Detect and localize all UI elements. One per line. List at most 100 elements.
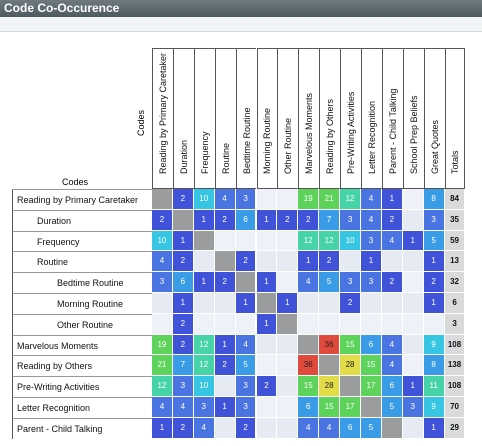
count-cell: 4 (152, 397, 173, 418)
empty-cell (277, 376, 299, 397)
column-header: Letter Recognition (361, 48, 382, 189)
total-cell: 29 (444, 417, 466, 439)
row-label: Morning Routine (12, 293, 152, 314)
count-cell: 12 (340, 189, 361, 210)
count-cell: 1 (277, 293, 299, 314)
count-cell: 12 (193, 355, 215, 377)
empty-cell (256, 251, 278, 273)
empty-cell (402, 209, 424, 231)
count-cell: 2 (235, 417, 257, 439)
empty-cell (361, 313, 382, 335)
count-cell: 4 (381, 334, 403, 356)
count-cell: 12 (152, 376, 173, 397)
total-cell: 84 (444, 189, 466, 210)
column-header-text: School Prep Beliefs (408, 95, 419, 174)
empty-cell (298, 334, 320, 356)
count-cell: 12 (298, 230, 320, 252)
empty-cell (340, 313, 361, 335)
empty-cell (256, 293, 278, 314)
empty-cell (193, 313, 215, 335)
total-cell: 6 (444, 293, 466, 314)
column-header-text: Great Quotes (429, 119, 440, 174)
row-label: Marvelous Moments (12, 334, 152, 356)
empty-cell (277, 251, 299, 273)
empty-cell (256, 189, 278, 210)
count-cell: 10 (152, 230, 173, 252)
count-cell: 2 (319, 251, 341, 273)
count-cell: 4 (361, 209, 382, 231)
empty-cell (340, 376, 361, 397)
count-cell: 4 (361, 189, 382, 210)
count-cell: 4 (193, 417, 215, 439)
count-cell: 4 (298, 417, 320, 439)
count-cell: 4 (152, 251, 173, 273)
empty-cell (152, 313, 173, 335)
empty-cell (235, 272, 257, 293)
column-header-text: Totals (450, 150, 461, 174)
empty-cell (277, 334, 299, 356)
count-cell: 4 (319, 417, 341, 439)
total-cell: 138 (444, 355, 466, 377)
count-cell: 12 (319, 230, 341, 252)
column-header: Totals (444, 48, 466, 189)
row-label: Reading by Primary Caretaker (12, 189, 152, 210)
count-cell: 6 (340, 417, 361, 439)
empty-cell (152, 189, 173, 210)
count-cell: 3 (172, 376, 194, 397)
empty-cell (361, 293, 382, 314)
count-cell: 36 (319, 334, 341, 356)
row-label: Duration (12, 209, 152, 231)
column-header: Great Quotes (423, 48, 445, 189)
column-header-text: Marvelous Moments (304, 92, 315, 174)
empty-cell (361, 397, 382, 418)
empty-cell (277, 230, 299, 252)
count-cell: 5 (361, 417, 382, 439)
empty-cell (381, 293, 403, 314)
count-cell: 15 (319, 397, 341, 418)
count-cell: 2 (235, 251, 257, 273)
count-cell: 17 (361, 376, 382, 397)
count-cell: 9 (423, 397, 445, 418)
count-cell: 19 (152, 334, 173, 356)
row-label: Other Routine (12, 313, 152, 335)
count-cell: 2 (277, 209, 299, 231)
count-cell: 17 (340, 397, 361, 418)
count-cell: 2 (172, 334, 194, 356)
row-label: Letter Recognition (12, 397, 152, 418)
empty-cell (319, 313, 341, 335)
column-header-text: Letter Recognition (366, 100, 377, 174)
empty-cell (381, 313, 403, 335)
count-cell: 28 (319, 376, 341, 397)
count-cell: 3 (361, 272, 382, 293)
total-cell: 70 (444, 397, 466, 418)
count-cell: 5 (235, 355, 257, 377)
empty-cell (214, 230, 236, 252)
empty-cell (193, 251, 215, 273)
empty-cell (402, 313, 424, 335)
empty-cell (381, 417, 403, 439)
count-cell: 2 (423, 272, 445, 293)
empty-cell (256, 334, 278, 356)
total-cell: 3 (444, 313, 466, 335)
empty-cell (256, 355, 278, 377)
count-cell: 4 (298, 272, 320, 293)
count-cell: 11 (423, 376, 445, 397)
empty-cell (340, 251, 361, 273)
column-header: Routine (214, 48, 236, 189)
column-header-text: Parent - Child Talking (387, 88, 398, 174)
empty-cell (214, 376, 236, 397)
count-cell: 5 (423, 230, 445, 252)
count-cell: 1 (235, 293, 257, 314)
count-cell: 2 (381, 209, 403, 231)
total-cell: 108 (444, 376, 466, 397)
count-cell: 2 (172, 313, 194, 335)
empty-cell (402, 293, 424, 314)
total-cell: 108 (444, 334, 466, 356)
count-cell: 3 (193, 397, 215, 418)
empty-cell (277, 417, 299, 439)
count-cell: 1 (256, 272, 278, 293)
count-cell: 8 (423, 355, 445, 377)
empty-cell (277, 355, 299, 377)
window-title: Code Co-Occurence (4, 1, 120, 15)
